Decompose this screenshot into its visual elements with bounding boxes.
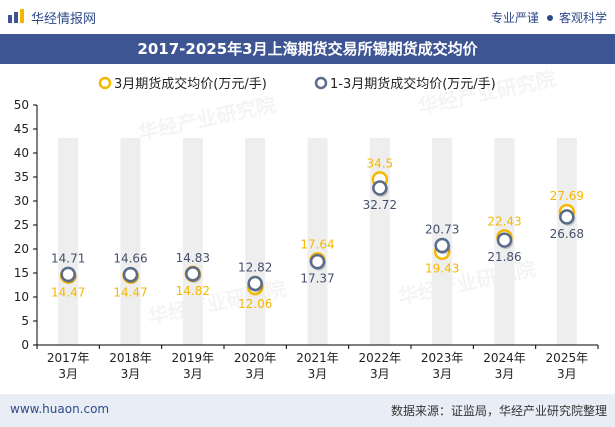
data-label-jan-mar: 14.66	[113, 252, 147, 266]
slogan: 专业严谨 客观科学	[491, 9, 607, 26]
chart-area: 华经产业研究院 华经产业研究院华经产业研究院华经产业研究院051015202530…	[14, 66, 599, 381]
column-background	[58, 138, 79, 345]
point-jan-mar	[185, 266, 201, 282]
x-tick-label: 2018年 3月	[109, 351, 152, 381]
column-background	[245, 138, 266, 345]
data-label-jan-mar: 20.73	[425, 222, 459, 236]
watermark-text: 华经产业研究院	[416, 66, 558, 119]
x-tick-label: 2022年 3月	[359, 351, 402, 381]
y-tick-label: 15	[14, 266, 29, 280]
legend-marker-jan-mar	[314, 76, 328, 90]
column-background	[182, 138, 203, 345]
title-bar: 2017-2025年3月上海期货交易所锡期货成交均价	[0, 34, 615, 64]
y-tick-label: 35	[14, 170, 29, 184]
point-jan-mar	[434, 237, 450, 254]
y-tick-label: 10	[14, 290, 29, 304]
watermark-text: 华经产业研究院	[136, 92, 278, 145]
data-label-jan-mar: 14.83	[176, 251, 210, 265]
data-label-jan-mar: 21.86	[487, 250, 521, 264]
data-label-march: 22.43	[487, 214, 521, 228]
chart-title: 2017-2025年3月上海期货交易所锡期货成交均价	[137, 40, 478, 58]
data-label-jan-mar: 17.37	[300, 272, 334, 286]
y-tick-label: 45	[14, 122, 29, 136]
footer-bar: www.huaon.com 数据来源：证监局，华经产业研究院整理	[0, 394, 615, 427]
data-label-march: 14.82	[176, 284, 210, 298]
data-label-jan-mar: 32.72	[363, 198, 397, 212]
data-label-jan-mar: 26.68	[550, 227, 584, 241]
data-label-march: 14.47	[113, 286, 147, 300]
legend-label-march: 3月期货成交均价(万元/手)	[114, 76, 267, 92]
x-tick-label: 2020年 3月	[234, 351, 277, 381]
legend-label-jan-mar: 1-3月期货成交均价(万元/手)	[330, 76, 496, 92]
point-jan-mar	[372, 180, 388, 196]
column-background	[120, 138, 141, 345]
data-label-march: 34.5	[366, 156, 393, 170]
x-tick-label: 2025年 3月	[546, 351, 589, 381]
point-jan-mar	[559, 209, 575, 225]
y-tick-label: 30	[14, 194, 29, 208]
watermark-text: 华经产业研究院	[396, 256, 538, 309]
data-label-march: 19.43	[425, 262, 459, 276]
point-jan-mar	[122, 266, 139, 283]
point-jan-mar	[309, 253, 326, 270]
point-jan-mar	[247, 275, 263, 292]
legend-marker-march	[98, 76, 112, 90]
y-tick-label: 0	[21, 338, 29, 352]
x-tick-label: 2023年 3月	[421, 351, 464, 381]
y-tick-label: 20	[14, 242, 29, 256]
footer-url: www.huaon.com	[10, 402, 110, 416]
data-label-jan-mar: 14.71	[51, 251, 85, 265]
footer-source: 数据来源：证监局，华经产业研究院整理	[390, 404, 607, 418]
data-label-jan-mar: 12.82	[238, 260, 272, 274]
x-tick-label: 2024年 3月	[483, 351, 526, 381]
x-tick-label: 2021年 3月	[296, 351, 339, 381]
point-jan-mar	[60, 266, 76, 283]
slogan-dot-icon	[546, 15, 553, 21]
slogan-left: 专业严谨	[490, 11, 539, 25]
slogan-right: 客观科学	[558, 11, 607, 25]
y-tick-label: 50	[14, 98, 29, 112]
logo-icon	[8, 9, 24, 23]
data-label-march: 14.47	[51, 286, 85, 300]
data-label-march: 12.06	[238, 297, 272, 311]
x-tick-label: 2017年 3月	[47, 351, 90, 381]
column-background	[556, 138, 577, 345]
header-bar: 华经情报网 专业严谨 客观科学	[0, 0, 615, 34]
y-tick-label: 5	[21, 314, 29, 328]
brand-name: 华经情报网	[31, 12, 97, 27]
data-label-march: 27.69	[550, 189, 584, 203]
column-background	[307, 138, 328, 345]
point-jan-mar	[496, 232, 513, 248]
y-tick-label: 25	[14, 218, 29, 232]
x-tick-label: 2019年 3月	[172, 351, 215, 381]
y-tick-label: 40	[14, 146, 29, 160]
data-label-march: 17.64	[300, 237, 334, 251]
